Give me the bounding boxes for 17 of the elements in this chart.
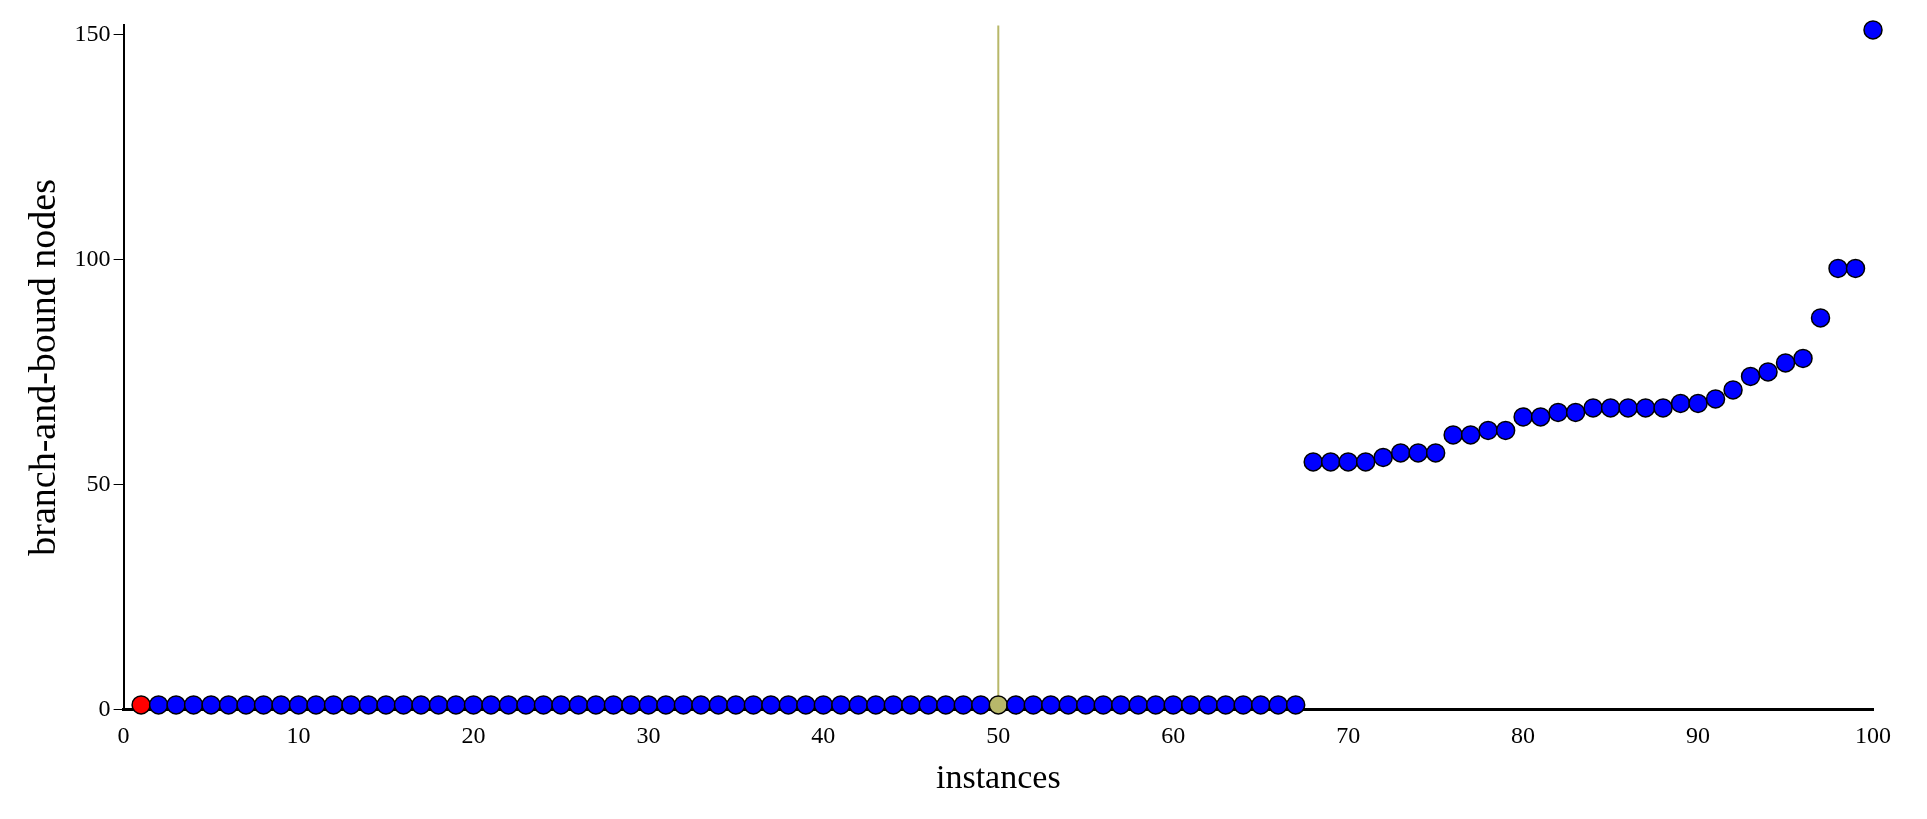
- x-tick-label: 100: [1855, 722, 1891, 749]
- x-axis-title: instances: [935, 757, 1061, 795]
- x-tick-label: 70: [1336, 722, 1361, 749]
- x-tick-label: 40: [811, 722, 836, 749]
- y-tick-label: 100: [74, 244, 111, 271]
- y-tick-label: 50: [86, 469, 111, 496]
- x-tick-label: 80: [1511, 722, 1536, 749]
- x-tick-label: 0: [117, 722, 130, 749]
- x-tick-label: 30: [636, 722, 661, 749]
- x-tick-label: 10: [286, 722, 311, 749]
- y-tick-label: 0: [98, 694, 111, 721]
- y-tick-label: 150: [74, 19, 111, 46]
- x-tick-label: 20: [461, 722, 486, 749]
- y-axis-title: branch-and-bound nodes: [20, 179, 63, 556]
- x-tick-label: 90: [1686, 722, 1711, 749]
- x-tick-label: 60: [1161, 722, 1186, 749]
- x-tick-label: 50: [986, 722, 1011, 749]
